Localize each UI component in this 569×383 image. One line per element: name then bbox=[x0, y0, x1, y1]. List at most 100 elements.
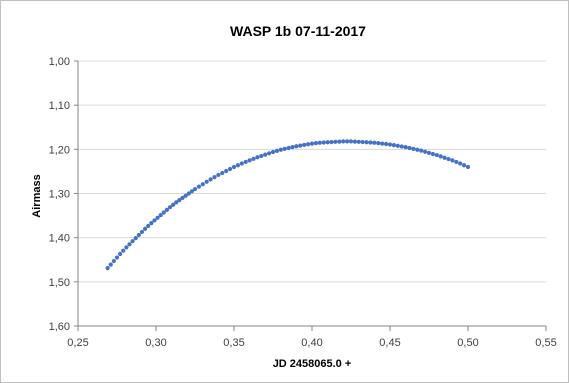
data-point bbox=[228, 166, 233, 172]
data-point bbox=[306, 142, 311, 147]
data-point bbox=[186, 191, 191, 196]
y-tick-label: 1,10 bbox=[49, 100, 70, 112]
data-point bbox=[411, 146, 416, 151]
data-point bbox=[146, 223, 151, 229]
data-point bbox=[282, 146, 287, 151]
data-point bbox=[152, 218, 157, 223]
data-point bbox=[124, 245, 129, 250]
data-point bbox=[376, 141, 381, 146]
data-point bbox=[348, 139, 354, 144]
data-point bbox=[139, 229, 145, 235]
chart-title: WASP 1b 07-11-2017 bbox=[230, 23, 366, 39]
data-point bbox=[274, 148, 279, 153]
data-point bbox=[450, 158, 455, 163]
data-point bbox=[438, 154, 443, 159]
tick-labels: 1,00 1,10 1,20 1,30 1,40 1,50 1,60 0,25 0,30 0,35… bbox=[49, 56, 557, 349]
data-point bbox=[111, 258, 116, 264]
data-point bbox=[325, 140, 330, 145]
data-point bbox=[317, 140, 322, 145]
x-tick-label: 0,55 bbox=[535, 337, 556, 349]
data-point bbox=[399, 144, 404, 149]
data-point bbox=[259, 153, 264, 159]
data-point bbox=[270, 149, 276, 155]
data-point bbox=[130, 239, 135, 244]
data-point bbox=[189, 189, 194, 194]
data-point bbox=[224, 168, 229, 174]
data-point bbox=[183, 193, 188, 198]
data-point bbox=[216, 172, 221, 178]
data-point bbox=[395, 143, 400, 148]
data-point bbox=[337, 139, 342, 144]
data-point bbox=[208, 177, 213, 182]
data-point bbox=[364, 140, 369, 145]
data-point bbox=[309, 141, 315, 146]
data-point bbox=[465, 164, 471, 170]
data-point bbox=[235, 163, 240, 168]
data-point bbox=[196, 184, 201, 189]
data-point bbox=[356, 139, 361, 144]
x-axis-title: JD 2458065.0 + bbox=[273, 358, 352, 370]
data-point bbox=[108, 262, 113, 267]
data-point bbox=[462, 163, 467, 168]
data-point bbox=[158, 213, 163, 218]
x-tick-label: 0,50 bbox=[457, 337, 478, 349]
data-point bbox=[177, 198, 182, 203]
data-point bbox=[127, 242, 132, 247]
data-point bbox=[446, 156, 451, 162]
data-point bbox=[384, 141, 389, 147]
data-point bbox=[220, 170, 225, 176]
y-tick-label: 1,00 bbox=[49, 56, 70, 68]
data-point bbox=[294, 144, 299, 149]
data-point bbox=[243, 159, 248, 165]
data-point bbox=[345, 139, 350, 144]
data-points bbox=[105, 139, 471, 271]
y-tick-label: 1,60 bbox=[49, 321, 70, 333]
data-point bbox=[454, 159, 459, 165]
data-point bbox=[415, 147, 420, 152]
y-tick-label: 1,20 bbox=[49, 144, 70, 156]
data-point bbox=[133, 236, 138, 241]
data-point bbox=[368, 140, 373, 145]
y-tick-label: 1,50 bbox=[49, 277, 70, 289]
data-point bbox=[407, 145, 412, 151]
data-point bbox=[231, 164, 237, 170]
data-point bbox=[251, 156, 256, 161]
data-point bbox=[302, 142, 307, 148]
data-point bbox=[341, 139, 346, 144]
data-point bbox=[105, 266, 110, 271]
x-tick-label: 0,25 bbox=[67, 337, 88, 349]
data-point bbox=[161, 210, 166, 215]
data-point bbox=[204, 179, 209, 184]
y-axis-title: Airmass bbox=[31, 174, 43, 217]
data-point bbox=[171, 202, 176, 207]
data-point bbox=[267, 151, 272, 156]
data-point bbox=[426, 150, 432, 155]
data-point bbox=[239, 161, 244, 166]
x-tick-label: 0,40 bbox=[301, 337, 322, 349]
data-point bbox=[118, 251, 123, 257]
data-point bbox=[155, 215, 160, 220]
data-point bbox=[321, 140, 326, 145]
data-point bbox=[333, 139, 338, 144]
data-point bbox=[298, 143, 303, 148]
data-point bbox=[352, 139, 357, 144]
data-point bbox=[391, 143, 396, 148]
data-point bbox=[149, 220, 154, 226]
data-point bbox=[247, 158, 252, 163]
data-point bbox=[121, 248, 126, 253]
data-point bbox=[387, 142, 393, 147]
data-point bbox=[290, 145, 295, 150]
axes bbox=[74, 60, 547, 331]
y-tick-label: 1,40 bbox=[49, 233, 70, 245]
data-point bbox=[430, 151, 435, 157]
x-tick-label: 0,35 bbox=[223, 337, 244, 349]
data-point bbox=[136, 232, 141, 238]
gridlines bbox=[78, 60, 546, 327]
data-point bbox=[114, 255, 120, 260]
data-point bbox=[278, 147, 283, 152]
data-point bbox=[180, 195, 185, 201]
data-point bbox=[458, 161, 463, 166]
data-point bbox=[263, 152, 268, 157]
